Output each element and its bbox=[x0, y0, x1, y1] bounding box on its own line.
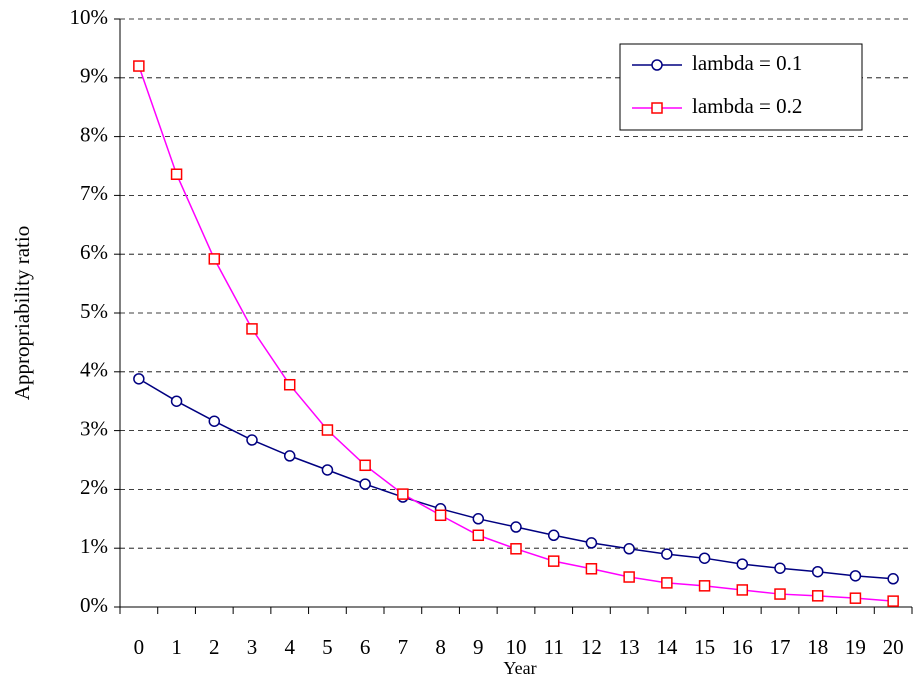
marker bbox=[736, 558, 749, 570]
x-tick-label: 10 bbox=[506, 635, 527, 659]
marker bbox=[849, 570, 862, 582]
x-tick-label: 19 bbox=[845, 635, 866, 659]
marker bbox=[170, 395, 183, 407]
marker bbox=[623, 543, 635, 555]
y-tick-label: 5% bbox=[80, 299, 108, 323]
marker bbox=[651, 59, 663, 71]
marker bbox=[887, 595, 899, 607]
y-tick-label: 6% bbox=[80, 240, 108, 264]
marker bbox=[774, 588, 786, 600]
marker bbox=[359, 459, 371, 472]
marker bbox=[472, 513, 485, 525]
marker bbox=[661, 577, 673, 589]
x-tick-label: 5 bbox=[322, 635, 333, 659]
marker bbox=[661, 548, 673, 560]
marker bbox=[133, 373, 145, 385]
marker bbox=[283, 378, 296, 391]
y-axis-label: Appropriability ratio bbox=[10, 226, 34, 400]
marker bbox=[434, 509, 447, 522]
x-tick-label: 4 bbox=[284, 635, 295, 659]
marker bbox=[811, 565, 824, 578]
marker bbox=[359, 478, 371, 490]
marker bbox=[887, 573, 899, 585]
marker bbox=[170, 168, 183, 180]
y-tick-label: 0% bbox=[80, 593, 108, 617]
legend-box bbox=[619, 43, 863, 131]
marker bbox=[849, 592, 862, 604]
x-tick-label: 13 bbox=[619, 635, 640, 659]
marker bbox=[811, 590, 824, 602]
marker bbox=[208, 253, 221, 265]
y-tick-label: 10% bbox=[70, 5, 109, 29]
x-tick-label: 20 bbox=[883, 635, 904, 659]
marker bbox=[651, 102, 663, 114]
marker bbox=[133, 60, 145, 72]
x-tick-label: 18 bbox=[807, 635, 828, 659]
marker bbox=[510, 543, 522, 555]
marker bbox=[321, 464, 334, 476]
x-tick-label: 16 bbox=[732, 635, 753, 659]
marker bbox=[547, 529, 560, 542]
marker bbox=[585, 537, 598, 549]
marker bbox=[736, 584, 749, 596]
marker bbox=[698, 552, 711, 564]
x-axis-label: Year bbox=[503, 658, 536, 678]
y-tick-label: 3% bbox=[80, 416, 108, 440]
x-tick-label: 6 bbox=[360, 635, 371, 659]
marker bbox=[283, 450, 296, 462]
legend-label: lambda = 0.2 bbox=[692, 94, 802, 118]
x-tick-label: 11 bbox=[544, 635, 564, 659]
x-tick-label: 14 bbox=[656, 635, 678, 659]
x-tick-label: 17 bbox=[770, 635, 791, 659]
marker bbox=[321, 424, 334, 436]
y-tick-label: 8% bbox=[80, 122, 108, 146]
y-tick-label: 2% bbox=[80, 475, 108, 499]
marker bbox=[623, 571, 635, 583]
x-tick-label: 9 bbox=[473, 635, 484, 659]
x-tick-label: 2 bbox=[209, 635, 220, 659]
x-tick-label: 15 bbox=[694, 635, 715, 659]
marker bbox=[547, 555, 560, 567]
x-tick-label: 0 bbox=[134, 635, 145, 659]
y-tick-label: 4% bbox=[80, 358, 108, 382]
x-tick-label: 1 bbox=[171, 635, 182, 659]
marker bbox=[510, 521, 522, 533]
marker bbox=[774, 562, 786, 574]
y-tick-label: 9% bbox=[80, 64, 108, 88]
x-tick-label: 8 bbox=[435, 635, 446, 659]
x-tick-label: 3 bbox=[247, 635, 258, 659]
x-tick-label: 7 bbox=[398, 635, 409, 659]
marker bbox=[585, 563, 598, 575]
marker bbox=[397, 488, 409, 500]
y-tick-label: 7% bbox=[80, 181, 108, 205]
marker bbox=[246, 434, 258, 446]
marker bbox=[246, 323, 258, 335]
marker bbox=[472, 529, 485, 542]
marker bbox=[698, 580, 711, 592]
legend-label: lambda = 0.1 bbox=[692, 51, 802, 75]
marker bbox=[208, 415, 221, 427]
x-tick-label: 12 bbox=[581, 635, 602, 659]
y-tick-label: 1% bbox=[80, 534, 108, 558]
